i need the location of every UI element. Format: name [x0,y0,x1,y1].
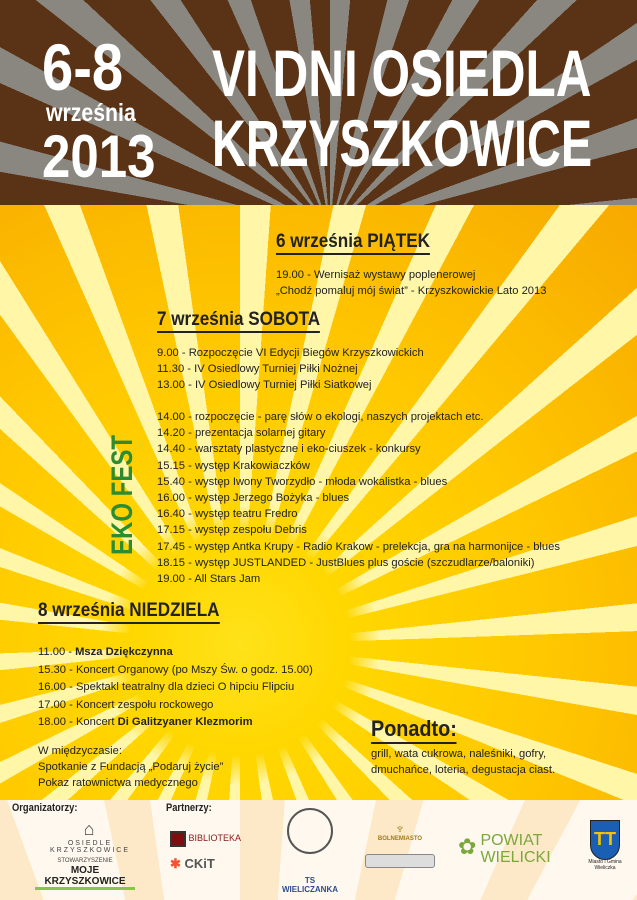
sunday-list: 11.00 - Msza Dziękczynna 15.30 - Koncert… [38,644,313,732]
friday-heading: 6 września PIĄTEK [276,231,430,255]
event-line: 16.00 - występ Jerzego Bożyka - blues [157,492,350,505]
event-line: 16.40 - występ teatru Fredro [157,508,298,521]
meanwhile-list: W międzyczasie: Spotkanie z Fundacją „Po… [38,743,223,792]
header-banner [0,0,637,205]
sunday-heading: 8 września NIEDZIELA [38,600,220,624]
organizers-label: Organizatorzy: [12,802,78,814]
event-line: 15.15 - występ Krakowiaczków [157,459,310,472]
event-line: „Chodź pomaluj mój świat” - Krzyszkowick… [276,285,547,298]
event-line: 15.40 - występ Iwony Tworzydło - młoda w… [157,475,448,488]
event-line: 14.20 - prezentacja solarnej gitary [157,427,326,440]
extra-line: dmuchańce, loteria, degustacja ciast. [371,764,556,777]
event-line: 11.00 - Msza Dziękczynna [38,646,173,658]
event-line: 19.00 - Wernisaż wystawy poplenerowej [276,269,476,281]
month: września [46,99,136,127]
event-line: 11.30 - IV Osiedlowy Turniej Piłki Nożne… [157,363,358,376]
sunburst-background [0,205,637,805]
ts-wieliczanka-logo: TS WIELICZANKA [280,808,340,894]
event-line: 19.00 - All Stars Jam [157,573,261,586]
saturday-heading: 7 września SOBOTA [157,309,321,333]
bolnemiasto-logo: ♆ BOLNEMIASTO [365,820,435,868]
event-line: 18.15 - występ JUSTLANDED - JustBlues pl… [157,556,535,569]
eko-list: 14.00 - rozpoczęcie - parę słów o ekolog… [157,409,560,587]
title-line1: VI DNI OSIEDLA [212,36,592,110]
event-line: 16.00 - Spektakl teatralny dla dzieci O … [38,681,295,693]
ckit-logo: ✱ CKiT [170,856,215,871]
event-line: 17.45 - występ Antka Krupy - Radio Krako… [157,540,560,553]
partners-label: Partnerzy: [166,802,212,814]
event-line: 9.00 - Rozpoczęcie VI Edycji Biegów Krzy… [157,347,424,359]
extra-list: grill, wata cukrowa, naleśniki, gofry, d… [371,746,555,778]
event-line: 14.00 - rozpoczęcie - parę słów o ekolog… [157,411,484,423]
stowarzyszenie-logo: STOWARZYSZENIE MOJE KRZYSZKOWICE [35,858,135,890]
friday-list: 19.00 - Wernisaż wystawy poplenerowej „C… [276,267,546,299]
eko-fest-label: EKO FEST [106,434,139,555]
event-line: 14.40 - warsztaty plastyczne i eko-ciusz… [157,443,421,456]
event-line: 13.00 - IV Osiedlowy Turniej Piłki Siatk… [157,379,372,392]
event-line: 17.00 - Koncert zespołu rockowego [38,698,214,711]
dates: 6-8 [42,30,124,104]
event-line: 15.30 - Koncert Organowy (po Mszy Św. o … [38,663,313,676]
powiat-wielicki-logo: ✿ POWIAT WIELICKI [458,832,551,866]
event-line: Pokaz ratownictwa medycznego [38,777,198,790]
year: 2013 [42,123,156,190]
extra-heading: Ponadto: [371,716,457,744]
event-line: Spotkanie z Fundacją „Podaruj życie” [38,761,224,774]
event-line: 18.00 - Koncert Di Galitzyaner Klezmorim [38,716,253,728]
osiedle-logo: ⌂ OSIEDLE KRZYSZKOWICE [49,819,130,855]
gmina-crest-logo: TT Miasto i Gmina Wieliczka [585,820,625,871]
biblioteka-logo: BIBLIOTEKA [170,828,260,848]
event-line: 17.15 - występ zespołu Debris [157,524,307,537]
event-line: W międzyczasie: [38,745,122,757]
title-line2: KRZYSZKOWICE [212,106,593,180]
saturday-list: 9.00 - Rozpoczęcie VI Edycji Biegów Krzy… [157,345,424,394]
extra-line: grill, wata cukrowa, naleśniki, gofry, [371,748,547,760]
